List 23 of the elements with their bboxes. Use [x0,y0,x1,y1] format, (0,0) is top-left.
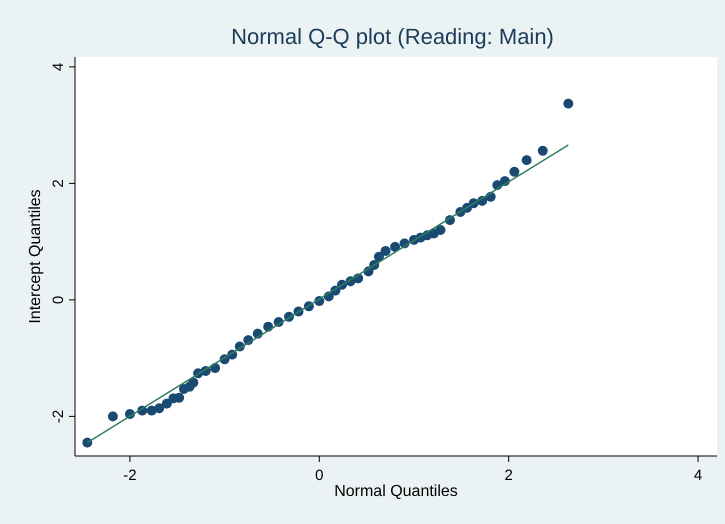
point [390,242,400,252]
point [436,224,446,235]
x-axis-title: Normal Quantiles [334,483,458,500]
chart-title: Normal Q-Q plot (Reading: Main) [231,24,554,49]
x-tick-label: 0 [315,467,324,484]
y-tick-label: -2 [50,410,67,424]
x-tick-label: 4 [694,467,702,484]
y-tick-label: 0 [50,296,67,304]
point [108,411,118,422]
point [380,246,391,256]
y-axis-title: Intercept Quantiles [27,189,44,324]
point [174,392,184,403]
point [563,98,574,109]
y-tick-label: 2 [50,179,67,188]
point [188,378,198,388]
point [522,155,532,166]
point [162,398,172,409]
point [538,146,548,156]
y-tick-label: 4 [50,62,67,72]
point [509,166,520,177]
x-tick-label: -2 [123,467,137,484]
x-tick-label: 2 [504,467,513,484]
point [154,403,164,414]
